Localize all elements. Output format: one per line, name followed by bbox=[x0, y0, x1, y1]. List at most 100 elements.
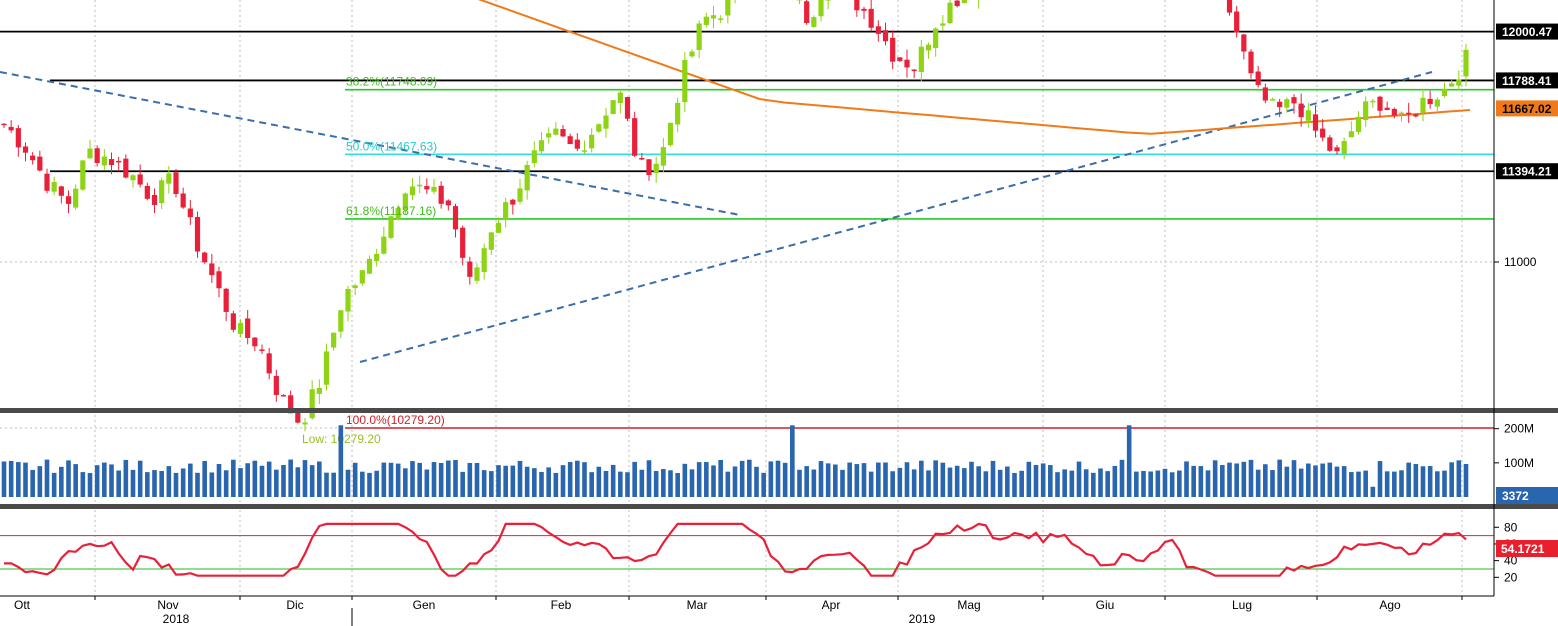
candle-body bbox=[897, 57, 903, 61]
candle-body bbox=[288, 395, 294, 414]
volume-bar bbox=[209, 472, 215, 497]
candle-body bbox=[316, 387, 322, 394]
volume-bar bbox=[947, 467, 953, 497]
volume-bar bbox=[1234, 463, 1239, 497]
candle-body bbox=[1363, 101, 1369, 121]
candle-body bbox=[187, 208, 193, 218]
volume-bar bbox=[1320, 463, 1325, 497]
volume-bar bbox=[1399, 470, 1404, 497]
candle-body bbox=[890, 37, 896, 62]
candle-body bbox=[682, 59, 688, 103]
volume-bar bbox=[1, 461, 7, 497]
volume-tick-label: 100M bbox=[1504, 456, 1534, 470]
volume-bar bbox=[1334, 466, 1340, 497]
candle-body bbox=[825, 0, 831, 1]
candle-body bbox=[1463, 49, 1469, 77]
volume-bar bbox=[202, 460, 207, 497]
candle-body bbox=[1341, 140, 1347, 154]
candle-body bbox=[918, 46, 924, 72]
candle-body bbox=[1284, 99, 1290, 108]
volume-bar bbox=[954, 465, 960, 497]
volume-bar bbox=[1427, 466, 1433, 497]
fib-label: 100.0%(10279.20) bbox=[346, 413, 445, 427]
volume-bar bbox=[1349, 472, 1354, 497]
volume-bar bbox=[567, 461, 573, 497]
volume-tick-label: 200M bbox=[1504, 422, 1534, 436]
volume-bar bbox=[281, 464, 286, 497]
volume-bar bbox=[223, 470, 229, 497]
volume-bar bbox=[782, 462, 788, 497]
candle-body bbox=[338, 310, 344, 332]
candle-body bbox=[718, 18, 724, 20]
rsi-panel bbox=[0, 522, 1494, 577]
candle-body bbox=[653, 163, 659, 174]
volume-bar bbox=[123, 459, 129, 497]
volume-bar bbox=[467, 462, 473, 497]
candle-body bbox=[94, 148, 100, 163]
volume-bar bbox=[1435, 471, 1440, 497]
candle-body bbox=[22, 146, 29, 153]
candle-body bbox=[1, 123, 7, 126]
volume-bar bbox=[876, 462, 881, 497]
volume-bar bbox=[997, 469, 1003, 497]
rsi-tick-label: 20 bbox=[1504, 570, 1518, 584]
candle-body bbox=[259, 349, 265, 351]
candle-body bbox=[123, 158, 129, 178]
candle-body bbox=[438, 185, 444, 204]
year-label: 2018 bbox=[163, 612, 190, 626]
candle-body bbox=[1241, 34, 1247, 52]
volume-bar bbox=[410, 461, 415, 497]
volume-bar bbox=[87, 473, 93, 497]
rsi-line bbox=[3, 522, 1467, 577]
volume-bar bbox=[675, 472, 680, 497]
volume-bar bbox=[1191, 465, 1196, 497]
volume-bar bbox=[718, 459, 723, 497]
volume-bar bbox=[1184, 461, 1189, 497]
candle-body bbox=[1291, 97, 1297, 104]
volume-bar bbox=[818, 461, 824, 497]
candle-body bbox=[431, 186, 437, 192]
month-label: Apr bbox=[822, 598, 841, 612]
candle-body bbox=[359, 270, 365, 284]
candle-body bbox=[58, 186, 64, 196]
volume-bar bbox=[553, 472, 559, 497]
volume-bar bbox=[868, 471, 874, 497]
volume-bar bbox=[431, 462, 437, 497]
volume-bar bbox=[417, 462, 422, 497]
volume-bar bbox=[861, 463, 867, 497]
candle-body bbox=[868, 8, 874, 28]
fib-label: 61.8%(11187.16) bbox=[346, 204, 436, 218]
volume-bar bbox=[424, 469, 430, 497]
volume-bar bbox=[632, 461, 637, 497]
volume-bar bbox=[768, 461, 774, 497]
candle-body bbox=[696, 23, 702, 50]
volume-bar bbox=[539, 471, 544, 497]
price-tag: 11394.21 bbox=[1502, 165, 1552, 179]
volume-bar bbox=[503, 465, 508, 497]
candle-body bbox=[37, 156, 43, 171]
price-tag: 11788.41 bbox=[1502, 74, 1552, 88]
fibonacci-labels: 0.0%(12656.05)38.2%(11748.09)50.0%(11467… bbox=[302, 75, 445, 446]
volume-bar bbox=[1169, 472, 1175, 497]
candle-body bbox=[904, 59, 910, 68]
candle-body bbox=[854, 0, 860, 11]
panel-separator bbox=[0, 504, 1558, 509]
candle-body bbox=[1234, 11, 1240, 33]
volume-bar bbox=[474, 462, 480, 497]
candle-body bbox=[366, 258, 373, 274]
candle-body bbox=[273, 376, 279, 395]
candle-body bbox=[1413, 114, 1419, 117]
candle-body bbox=[1348, 131, 1354, 138]
month-label: Dic bbox=[286, 598, 303, 612]
candle-body bbox=[1262, 87, 1268, 101]
price-tag-bg bbox=[1496, 72, 1558, 89]
candle-body bbox=[467, 261, 473, 277]
volume-bar bbox=[969, 461, 974, 497]
rsi-tag-bg bbox=[1496, 540, 1558, 557]
candle-body bbox=[1298, 103, 1304, 118]
candle-body bbox=[875, 26, 881, 34]
month-label: Ott bbox=[14, 598, 31, 612]
volume-bar bbox=[1384, 471, 1390, 497]
candle-body bbox=[553, 128, 559, 135]
volume-bar bbox=[345, 469, 351, 497]
